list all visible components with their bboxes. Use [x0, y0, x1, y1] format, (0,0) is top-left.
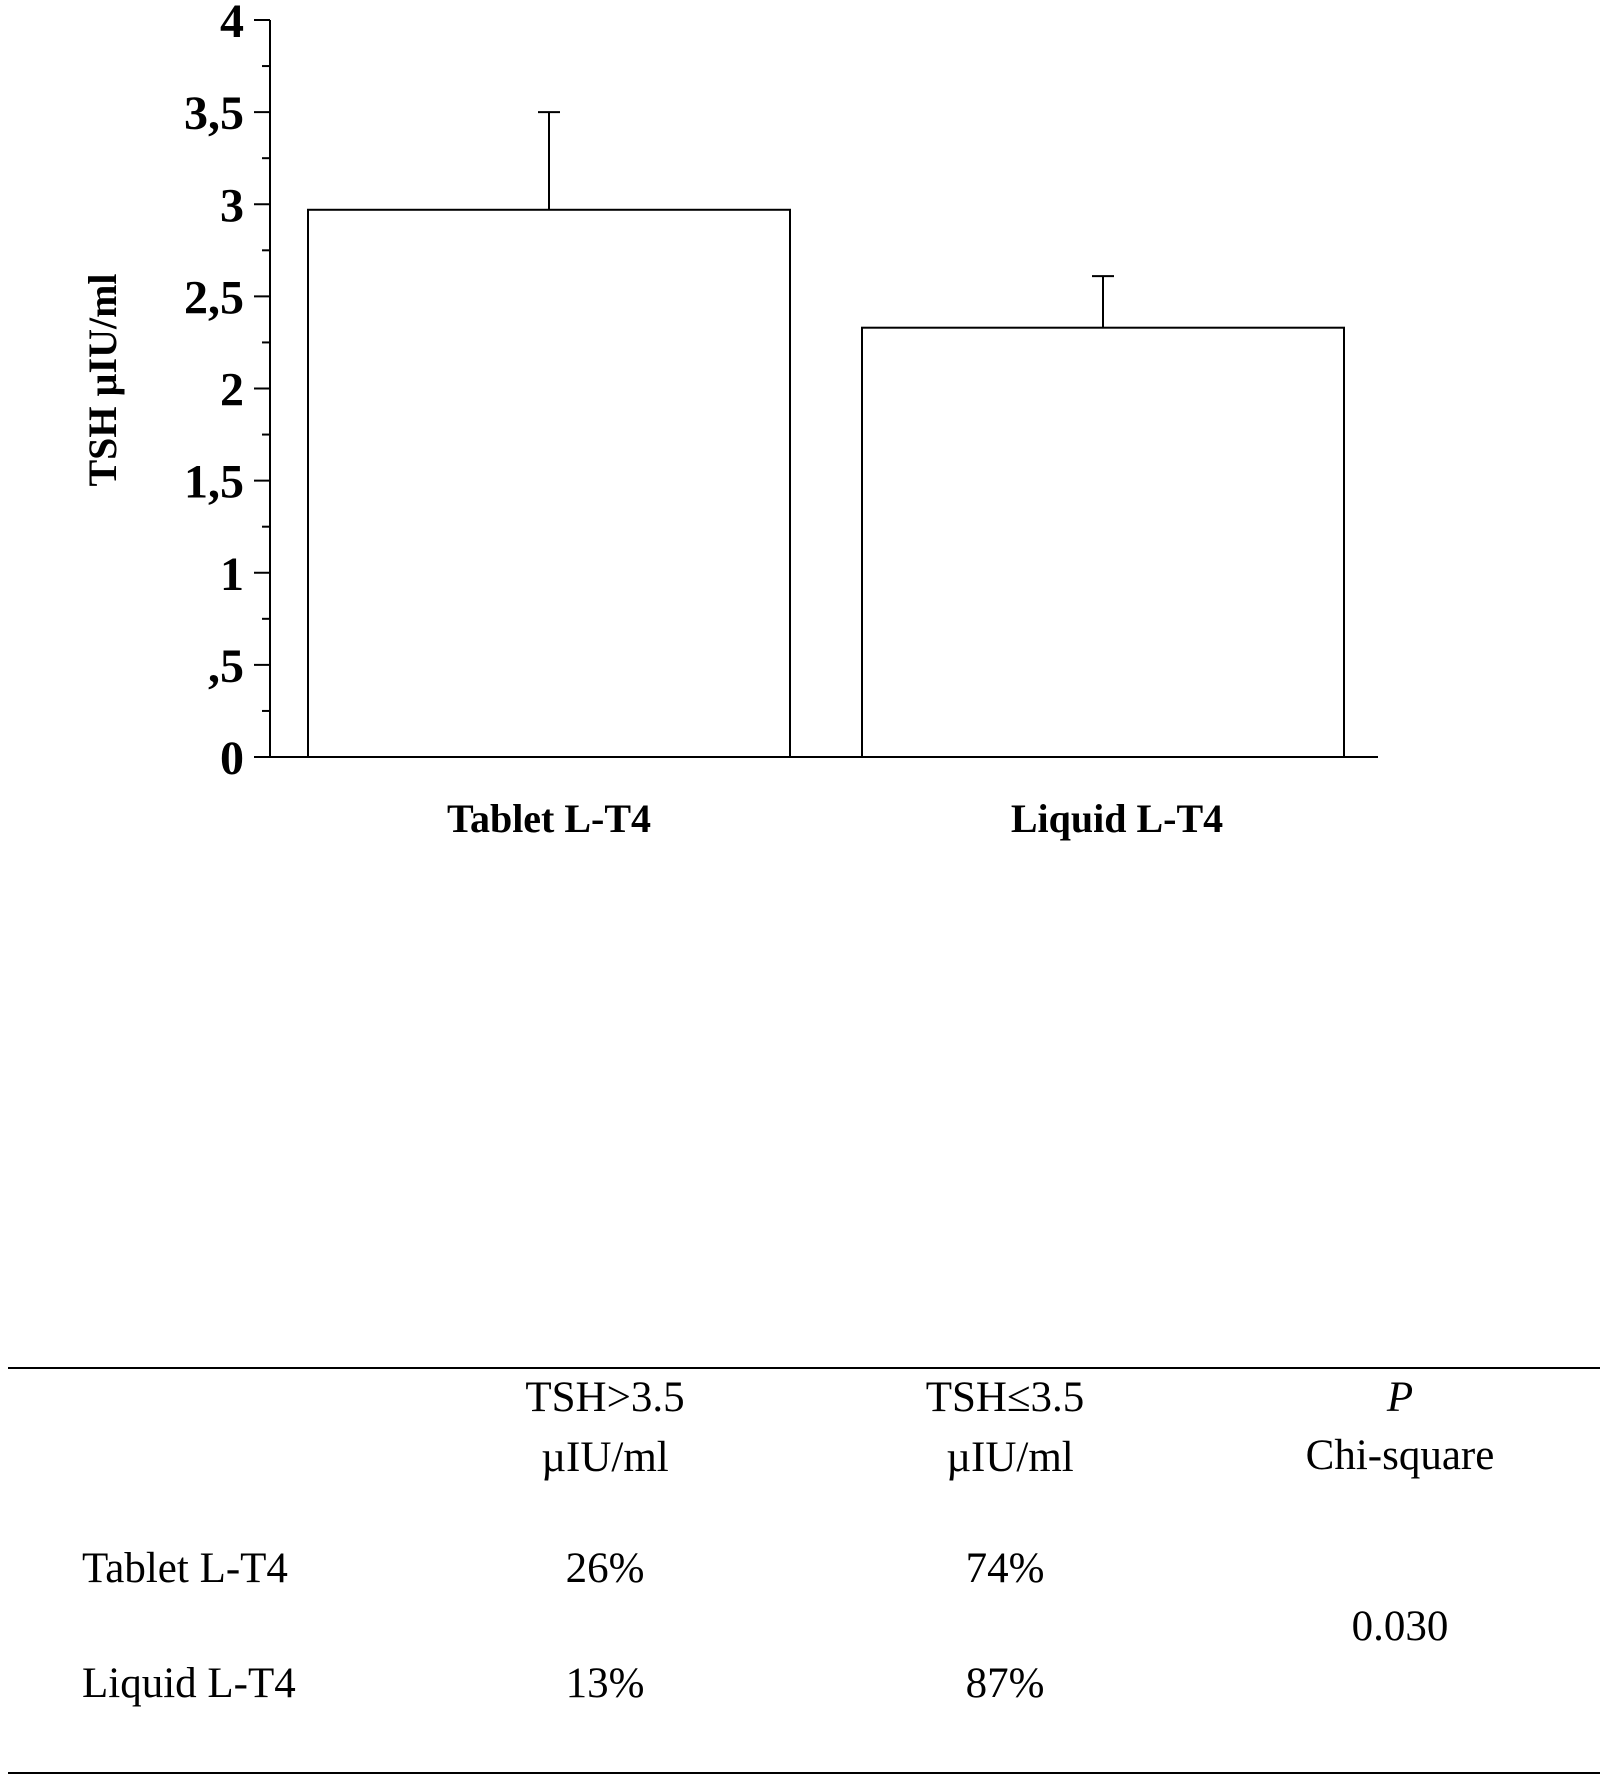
row-label-tablet: Tablet L-T4	[82, 1545, 288, 1592]
row-label-liquid: Liquid L-T4	[82, 1660, 296, 1707]
y-tick-label: 4	[220, 0, 244, 48]
y-tick-label: 1,5	[184, 456, 244, 509]
cell-liquid-gt: 13%	[565, 1660, 645, 1707]
chart-bars	[307, 111, 1345, 758]
y-tick-label: 2	[220, 364, 244, 417]
cell-liquid-le: 87%	[965, 1660, 1045, 1707]
y-axis-title: TSH µIU/ml	[80, 273, 125, 486]
header-gt-line2: µIU/ml	[541, 1434, 669, 1481]
header-gt-line1: TSH>3.5	[525, 1374, 685, 1421]
header-le-line2: µIU/ml	[946, 1434, 1074, 1481]
x-category-labels: Tablet L-T4 Liquid L-T4	[447, 796, 1223, 841]
y-tick-label: 1	[220, 548, 244, 601]
y-tick-label: 2,5	[184, 271, 244, 324]
y-tick-label: 3,5	[184, 87, 244, 140]
x-category-label: Liquid L-T4	[1011, 796, 1223, 841]
header-p-line2: Chi-square	[1305, 1432, 1495, 1479]
header-p-line1: P	[1386, 1374, 1414, 1421]
y-tick-label: 3	[220, 179, 244, 232]
bar	[307, 208, 791, 758]
y-ticks: 0 ,5 1 1,5 2 2,5 3 3,5 4	[184, 0, 270, 785]
cell-tablet-le: 74%	[965, 1545, 1045, 1592]
table-bottom-rule	[8, 1772, 1600, 1774]
x-category-label: Tablet L-T4	[447, 796, 651, 841]
y-tick-label: ,5	[208, 640, 244, 693]
p-value: 0.030	[1351, 1603, 1449, 1650]
header-le-line1: TSH≤3.5	[925, 1374, 1085, 1421]
table-top-rule	[8, 1367, 1600, 1369]
bar-chart: 0,511,522,533,54 Tablet L-T4 Liquid L-T4 …	[80, 0, 1378, 841]
y-tick-label: 0	[220, 732, 244, 785]
bar	[861, 326, 1345, 758]
cell-tablet-gt: 26%	[565, 1545, 645, 1592]
